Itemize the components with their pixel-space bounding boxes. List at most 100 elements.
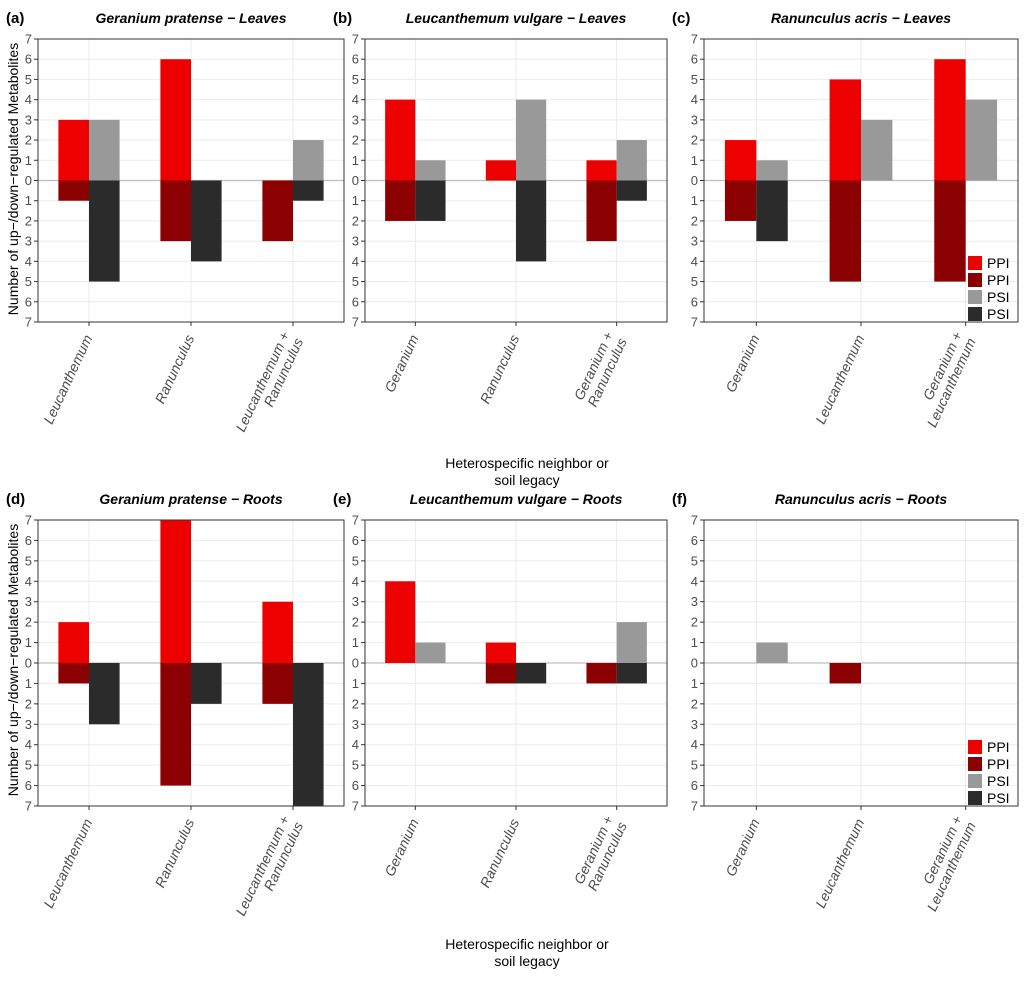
y-tick-label: 7 <box>25 799 32 814</box>
y-tick-label: 6 <box>691 52 698 67</box>
y-tick-label: 5 <box>352 72 359 87</box>
y-tick-label: 7 <box>352 315 359 330</box>
panel-letter: (c) <box>672 10 690 27</box>
y-tick-label: 5 <box>25 72 32 87</box>
y-tick-label: 7 <box>352 799 359 814</box>
x-category-label-line: Leucanthemum <box>812 816 867 911</box>
legend-swatch <box>968 740 982 754</box>
y-tick-label: 4 <box>691 574 698 589</box>
bar-psi-up <box>965 99 998 181</box>
x-category-label-line: Geranium <box>381 816 422 879</box>
bar-ppi-up <box>58 622 89 663</box>
panel-letter: (b) <box>333 10 352 27</box>
y-tick-label: 3 <box>691 717 698 732</box>
legend-label: PSI <box>987 790 1010 806</box>
bar-ppi-up <box>262 601 293 663</box>
y-tick-label: 7 <box>691 513 698 528</box>
panel-letter: (f) <box>672 491 687 508</box>
legend-label: PPI <box>987 272 1010 288</box>
bar-ppi-up <box>485 642 516 663</box>
x-axis-title-top-line1: Heterospecific neighbor or <box>445 455 609 471</box>
y-tick-label: 6 <box>25 778 32 793</box>
y-tick-label: 1 <box>691 193 698 208</box>
panel-letter: (e) <box>333 491 351 508</box>
y-tick-label: 3 <box>25 594 32 609</box>
x-category-label: Geranium <box>381 332 422 395</box>
bar-psi-up <box>756 642 788 663</box>
y-tick-label: 5 <box>352 274 359 289</box>
bar-psi-down <box>89 180 120 282</box>
panel-title: Geranium pratense − Roots <box>99 491 282 507</box>
y-tick-label: 5 <box>691 553 698 568</box>
y-tick-label: 1 <box>691 153 698 168</box>
y-tick-label: 3 <box>25 717 32 732</box>
legend-label: PPI <box>987 756 1010 772</box>
x-axis-title-top-line2: soil legacy <box>494 472 559 488</box>
bar-psi-up <box>861 119 893 181</box>
y-tick-label: 2 <box>25 696 32 711</box>
legend-label: PSI <box>987 773 1010 789</box>
x-category-label-line: Geranium <box>722 816 763 879</box>
legend-swatch <box>968 757 982 771</box>
y-tick-label: 1 <box>352 676 359 691</box>
legend-swatch <box>968 290 982 304</box>
x-category-label: Ranunculus <box>477 332 523 406</box>
y-tick-label: 5 <box>25 274 32 289</box>
y-tick-label: 4 <box>352 92 359 107</box>
y-tick-label: 7 <box>25 513 32 528</box>
y-tick-label: 2 <box>25 615 32 630</box>
y-tick-label: 6 <box>25 294 32 309</box>
y-tick-label: 6 <box>691 778 698 793</box>
x-category-label: Leucanthemum <box>40 332 95 427</box>
bar-ppi-down <box>829 180 861 282</box>
bar-ppi-down <box>934 180 966 282</box>
x-category-label-line: Ranunculus <box>152 816 198 890</box>
bar-ppi-up <box>724 140 757 181</box>
y-tick-label: 3 <box>25 112 32 127</box>
y-tick-label: 2 <box>25 213 32 228</box>
panel-letter: (d) <box>6 491 25 508</box>
bar-psi-up <box>756 160 788 181</box>
bar-ppi-down <box>262 180 293 242</box>
bar-ppi-down <box>485 663 516 684</box>
bar-psi-down <box>293 663 324 806</box>
x-category-label-line: Ranunculus <box>152 332 198 406</box>
panel-title: Leucanthemum vulgare − Leaves <box>406 10 627 26</box>
bar-ppi-up <box>58 119 89 181</box>
bar-psi-down <box>756 180 788 242</box>
y-tick-label: 5 <box>352 758 359 773</box>
y-tick-label: 6 <box>352 52 359 67</box>
bar-ppi-up <box>160 520 191 663</box>
y-tick-label: 5 <box>352 553 359 568</box>
panel-title: Geranium pratense − Leaves <box>95 10 286 26</box>
y-tick-label: 1 <box>25 193 32 208</box>
x-category-label: Geranium <box>722 332 763 395</box>
bar-ppi-up <box>385 99 416 181</box>
x-category-label: Leucanthemum +Ranunculus <box>232 813 306 925</box>
y-tick-label: 3 <box>691 112 698 127</box>
x-category-label: Geranium <box>381 816 422 879</box>
bar-ppi-down <box>586 180 617 242</box>
legend-label: PSI <box>987 306 1010 322</box>
y-tick-label: 2 <box>25 133 32 148</box>
x-category-label-line: Geranium <box>722 332 763 395</box>
y-tick-label: 7 <box>691 799 698 814</box>
bar-ppi-down <box>385 180 416 221</box>
y-tick-label: 5 <box>25 553 32 568</box>
y-tick-label: 1 <box>691 635 698 650</box>
y-tick-label: 3 <box>691 594 698 609</box>
y-tick-label: 0 <box>691 656 698 671</box>
bar-ppi-up <box>160 59 191 181</box>
y-tick-label: 7 <box>25 32 32 47</box>
legend-swatch <box>968 307 982 321</box>
bar-ppi-down <box>586 663 617 684</box>
x-category-label-line: Geranium <box>381 332 422 395</box>
y-tick-label: 2 <box>352 133 359 148</box>
y-tick-label: 1 <box>352 153 359 168</box>
y-tick-label: 4 <box>691 92 698 107</box>
x-category-label-line: Leucanthemum <box>812 332 867 427</box>
bar-ppi-down <box>160 180 191 242</box>
y-tick-label: 3 <box>352 717 359 732</box>
